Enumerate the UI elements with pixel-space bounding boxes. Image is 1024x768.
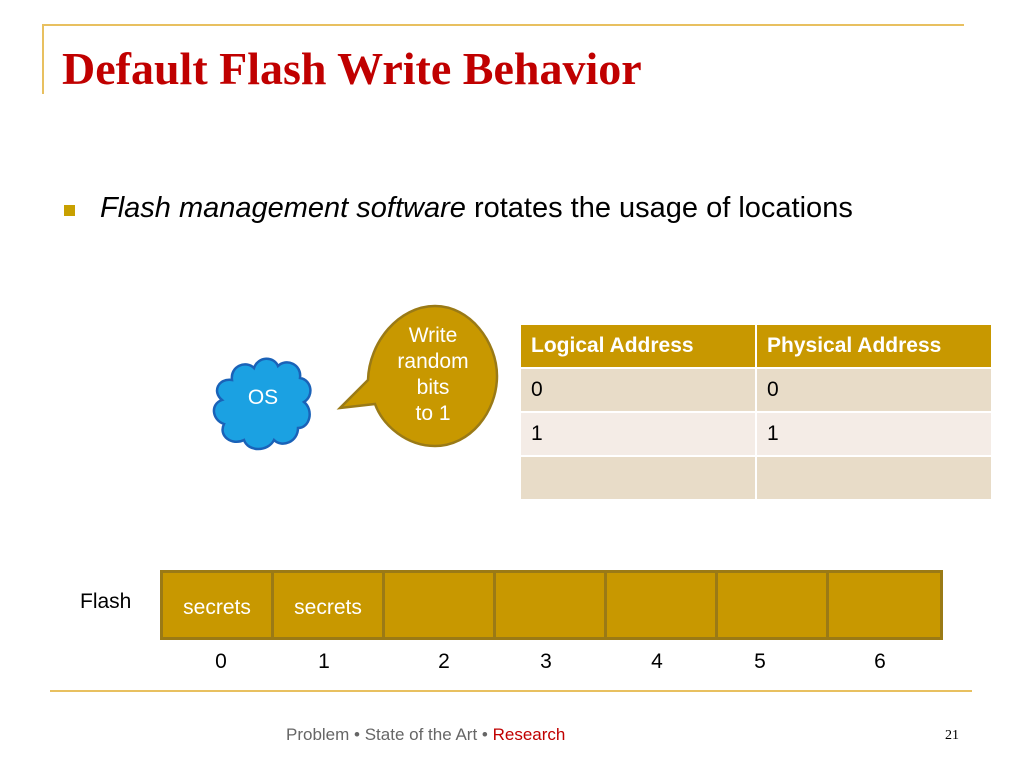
flash-block	[385, 573, 496, 637]
table-row: 1 1	[521, 412, 993, 457]
flash-block-row: secrets secrets	[160, 570, 943, 640]
footer-state-of-the-art: State of the Art	[364, 725, 478, 744]
flash-block	[607, 573, 718, 637]
callout-text: Write random bits to 1	[368, 323, 498, 427]
flash-index: 1	[318, 650, 330, 673]
callout-line: random	[397, 350, 469, 373]
header-physical-address: Physical Address	[756, 325, 993, 369]
callout-bubble	[336, 304, 499, 448]
table-header-row: Logical Address Physical Address	[521, 325, 993, 369]
bullet-marker	[64, 205, 75, 216]
footer-problem: Problem	[286, 725, 350, 744]
flash-index: 6	[874, 650, 886, 673]
table-cell: 0	[521, 368, 757, 413]
flash-block	[496, 573, 607, 637]
table-row: 0 0	[521, 368, 993, 413]
os-label: OS	[247, 386, 279, 409]
footer-nav: Problem • State of the Art • Research	[286, 725, 565, 745]
bullet-rest-text: rotates the usage of locations	[465, 192, 853, 224]
footer-separator: •	[349, 725, 365, 744]
flash-block	[829, 573, 940, 637]
flash-index: 4	[651, 650, 663, 673]
left-frame-rule	[42, 24, 44, 94]
address-mapping-table: Logical Address Physical Address 0 0 1 1	[521, 325, 993, 501]
footer-separator: •	[477, 725, 493, 744]
flash-label: Flash	[80, 590, 132, 613]
page-number: 21	[945, 728, 959, 743]
flash-block: secrets	[163, 573, 274, 637]
header-logical-address: Logical Address	[521, 325, 757, 369]
flash-index: 2	[438, 650, 450, 673]
flash-index: 0	[215, 650, 227, 673]
table-cell: 1	[521, 412, 757, 457]
table-cell: 1	[756, 412, 993, 457]
bullet-italic-text: Flash management software	[100, 192, 466, 224]
table-cell	[521, 456, 757, 501]
bottom-rule	[50, 690, 972, 692]
table-row	[521, 456, 993, 501]
top-frame-rule	[42, 24, 964, 26]
slide-title: Default Flash Write Behavior	[62, 43, 642, 94]
flash-index: 5	[754, 650, 766, 673]
callout-line: bits	[416, 376, 450, 399]
flash-block: secrets	[274, 573, 385, 637]
os-cloud-shape	[212, 357, 312, 451]
callout-line: to 1	[415, 402, 451, 425]
footer-research: Research	[492, 725, 566, 744]
table-cell	[756, 456, 993, 501]
flash-index: 3	[540, 650, 552, 673]
callout-line: Write	[408, 324, 458, 347]
bullet-text: Flash management software rotates the us…	[100, 188, 900, 228]
flash-block	[718, 573, 829, 637]
table-cell: 0	[756, 368, 993, 413]
